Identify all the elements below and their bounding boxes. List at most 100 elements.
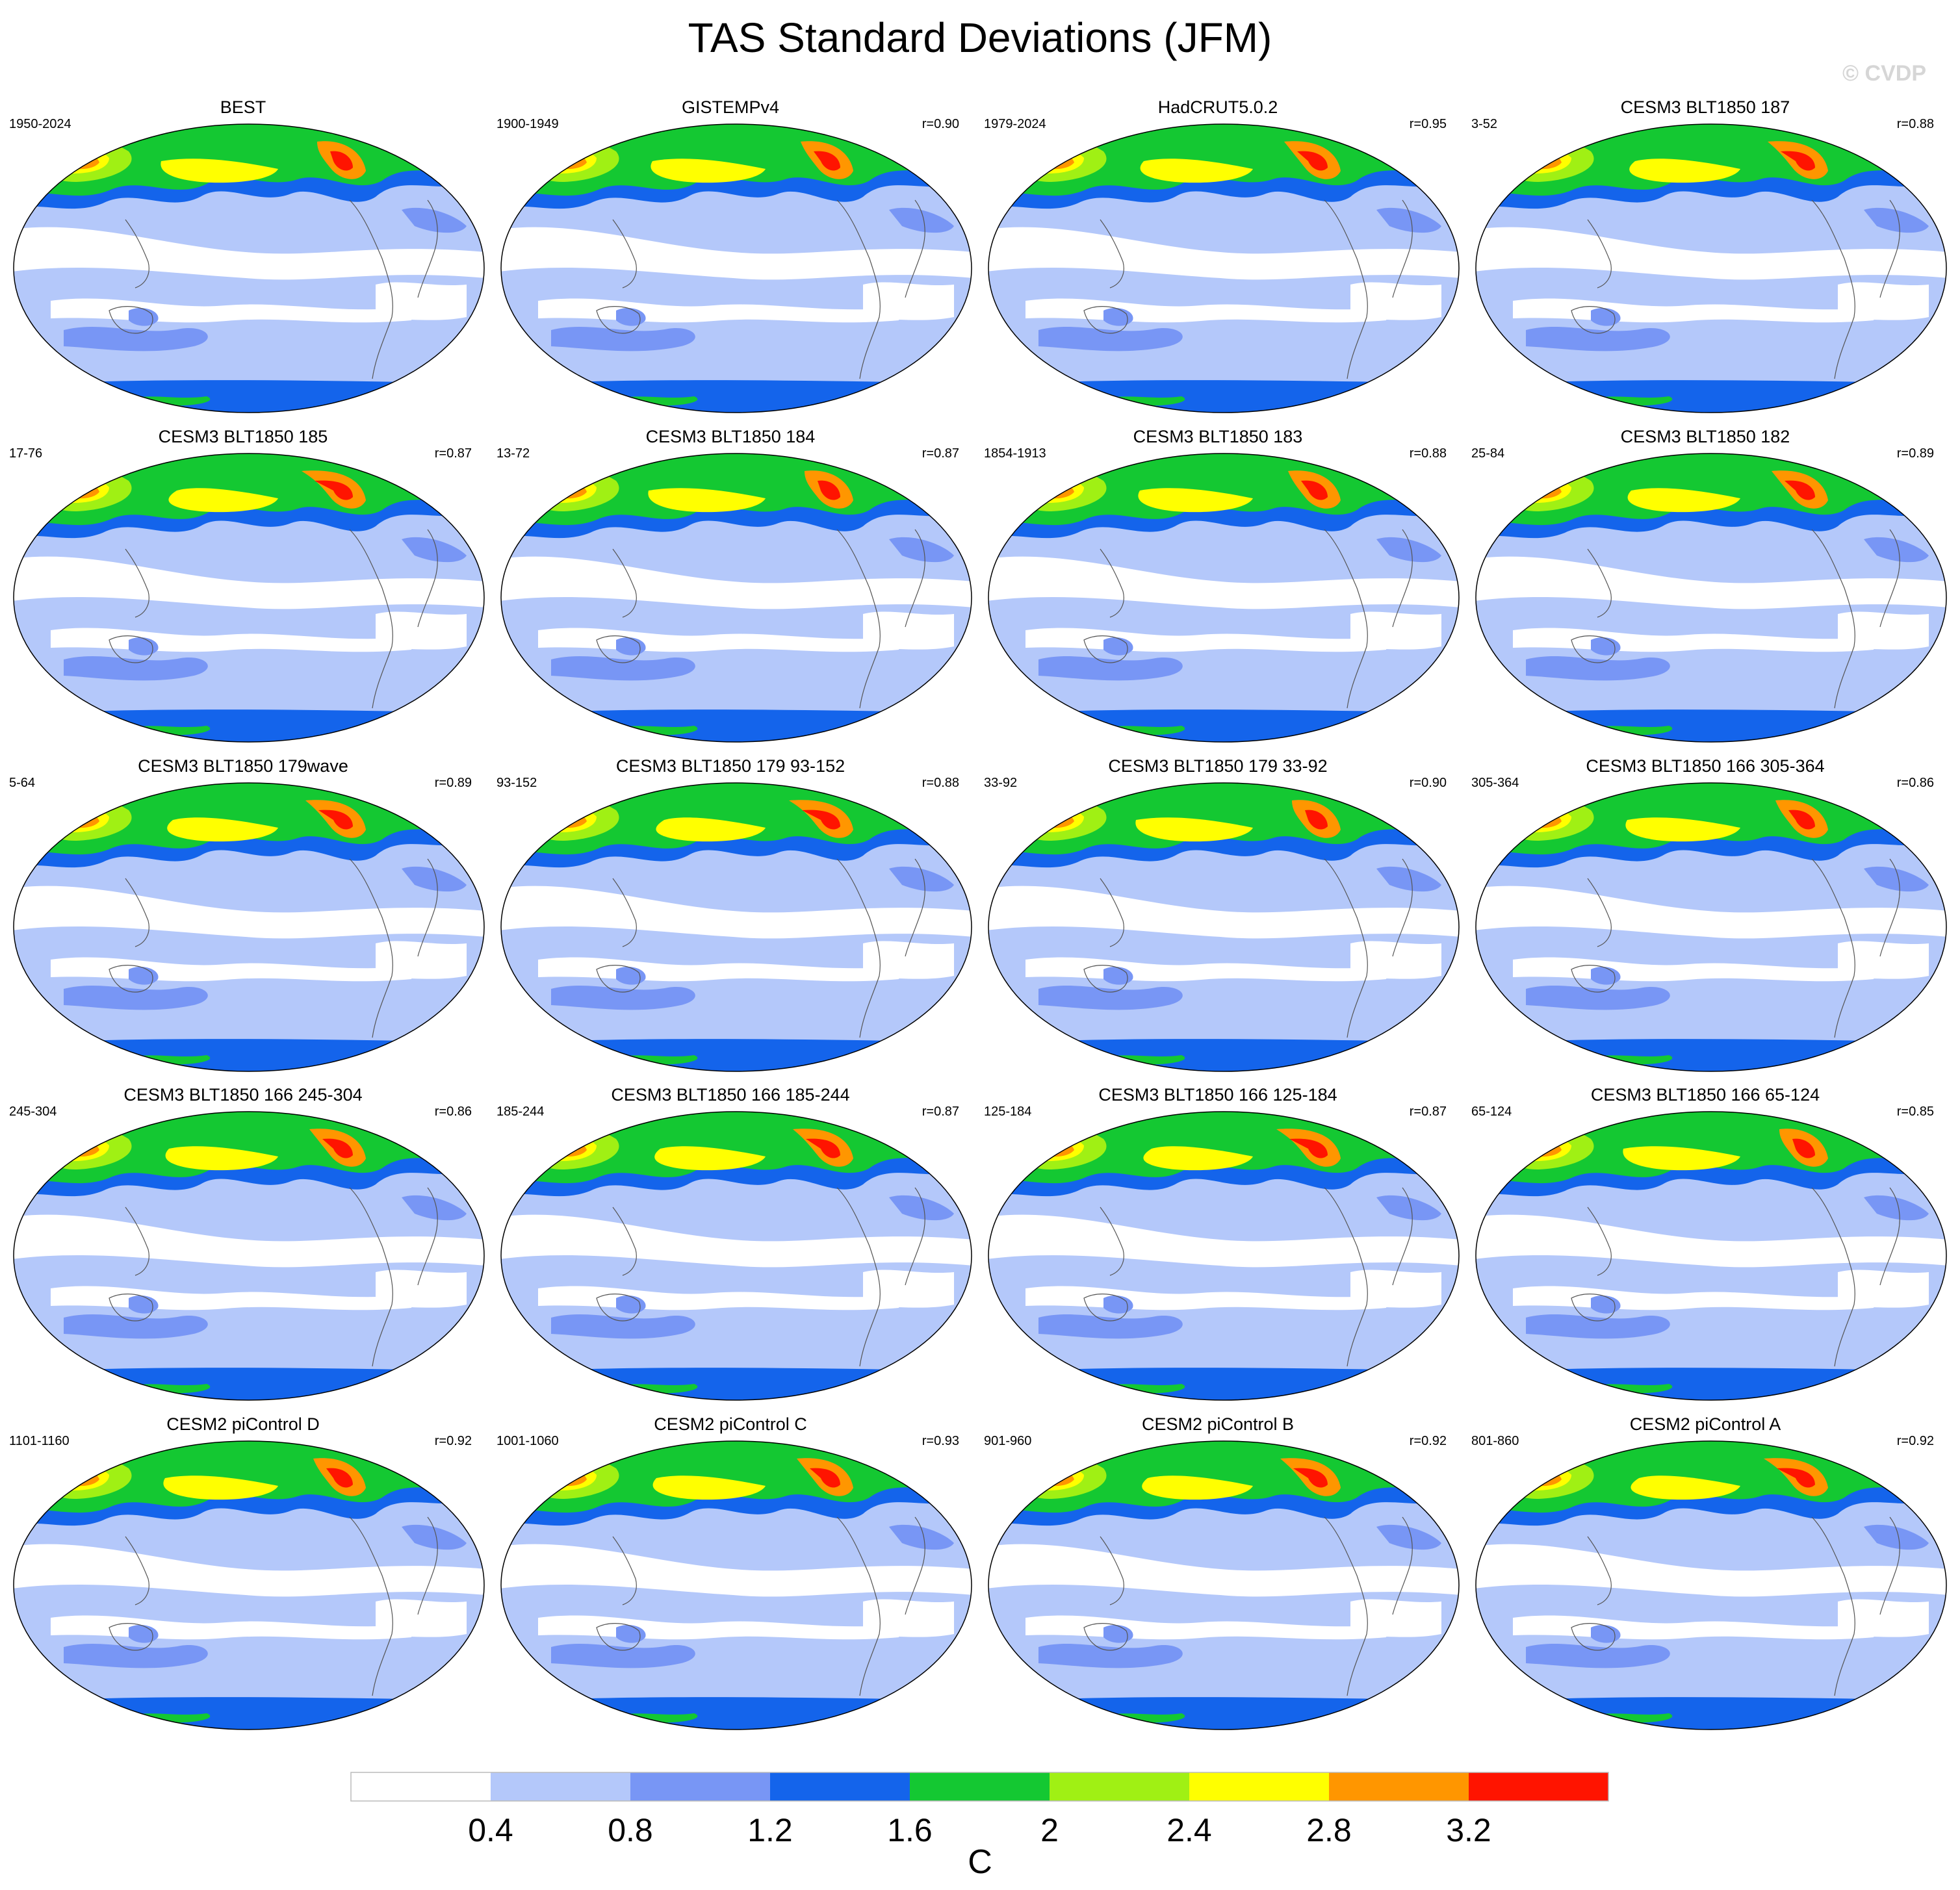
coastline-1 (612, 548, 637, 618)
field-patch-south-pacific (1526, 1314, 1670, 1339)
coastline-3 (905, 199, 925, 298)
colorbar-swatch (491, 1772, 630, 1801)
field-patch-south-pacific (1038, 1314, 1183, 1339)
field-nh-max-america (326, 1468, 353, 1488)
colorbar-swatch (1050, 1772, 1189, 1801)
field-band-antarctic (988, 1039, 1459, 1071)
coastline-2 (1083, 965, 1128, 993)
coastline-0 (1811, 1516, 1855, 1696)
map-plot (13, 1111, 485, 1401)
field-patch-north-atlantic (1864, 1195, 1929, 1221)
map-panel: CESM3 BLT1850 166 305-364 305-364 r=0.86 (1465, 755, 1947, 1072)
colorbar-tick-label: 1.2 (747, 1812, 793, 1848)
field-nh-3-2-asia (1514, 808, 1562, 828)
field-patch-north-atlantic (1864, 207, 1929, 233)
map-panel: CESM2 piControl D 1101-1160 r=0.92 (3, 1413, 485, 1730)
coastline-3 (417, 1516, 438, 1615)
field-nh-max-america (818, 480, 840, 500)
field-band-atlantic (1838, 611, 1929, 650)
coastline-0 (1811, 199, 1855, 379)
field-band-atlantic (1838, 1599, 1929, 1637)
coastline-3 (1879, 199, 1900, 298)
panel-title: GISTEMPv4 (681, 97, 780, 117)
field-nh-3-2-asia (50, 149, 99, 170)
field-nh-2-8-siberia (1627, 488, 1740, 513)
map-plot (988, 123, 1460, 413)
field-patch-south-pacific (64, 1644, 208, 1668)
coastline-2 (1083, 306, 1128, 334)
coastline-0 (1811, 1187, 1855, 1367)
field-nh-max-america (322, 1138, 353, 1158)
coastline-2 (1571, 1623, 1616, 1651)
field-patch-north-atlantic (402, 537, 467, 563)
panel-pattern-correlation: r=0.87 (434, 446, 472, 461)
panel-title: BEST (220, 97, 266, 117)
map-panel: CESM3 BLT1850 166 65-124 65-124 r=0.85 (1465, 1084, 1947, 1401)
map-field (1476, 1441, 1946, 1730)
field-nh-max-asia (1040, 483, 1062, 494)
coastline-3 (417, 1187, 438, 1286)
panel-years: 93-152 (496, 776, 537, 790)
field-patch-south-pacific (1526, 656, 1670, 681)
field-band-atlantic (863, 1270, 954, 1308)
coastline-1 (1587, 219, 1612, 288)
panel-years: 25-84 (1471, 446, 1505, 461)
coastline-0 (1324, 1516, 1368, 1696)
map-frame (500, 123, 972, 413)
panel-years: 1001-1060 (496, 1434, 559, 1448)
field-nh-2-8-siberia (656, 817, 766, 842)
panel-pattern-correlation: r=0.87 (922, 1105, 959, 1119)
coastline-2 (109, 306, 153, 334)
field-band-tropics-north (501, 1214, 972, 1268)
field-patch-australia (129, 966, 159, 985)
field-band-atlantic (863, 941, 954, 979)
coastline-3 (905, 529, 925, 628)
field-patch-south-pacific (551, 656, 695, 681)
field-nh-3-2-asia (53, 808, 99, 828)
field-band-antarctic (988, 1697, 1459, 1730)
field-nh-2-8-siberia (1142, 1475, 1253, 1500)
coastline-3 (905, 858, 925, 957)
map-frame (1475, 782, 1947, 1072)
field-patch-australia (616, 307, 646, 326)
field-nh-max-asia (552, 153, 574, 165)
map-plot (1475, 453, 1947, 743)
field-nh-max-america (1788, 810, 1815, 830)
panel-title: CESM3 BLT1850 187 (1620, 97, 1790, 117)
field-nh-max-asia (1040, 1470, 1062, 1482)
field-nh-2-8-siberia (1625, 817, 1740, 842)
field-nh-3-2-asia (541, 808, 587, 828)
map-frame (13, 1111, 485, 1401)
field-band-atlantic (1838, 1270, 1929, 1308)
map-frame (1475, 453, 1947, 743)
field-band-antarctic (1476, 1368, 1946, 1400)
coastline-2 (1083, 1623, 1128, 1651)
field-nh-max-asia (1040, 153, 1062, 165)
coastline-1 (1100, 1207, 1124, 1276)
panel-years: 17-76 (9, 446, 43, 461)
field-band-atlantic (863, 282, 954, 320)
map-frame (500, 1440, 972, 1730)
field-nh-2-8-siberia (167, 817, 278, 842)
field-nh-2-8-siberia (1143, 1146, 1253, 1171)
field-nh-max-america (330, 151, 353, 171)
field-nh-max-america (1301, 480, 1328, 500)
coastline-1 (612, 1207, 637, 1276)
field-nh-2-8-siberia (165, 1146, 278, 1171)
panel-years: 65-124 (1471, 1105, 1512, 1119)
watermark: © CVDP (1842, 61, 1926, 86)
field-nh-2-8-siberia (163, 1475, 278, 1500)
field-band-tropics-north (988, 1544, 1459, 1597)
field-patch-south-pacific (551, 1314, 695, 1339)
field-band-atlantic (1350, 1270, 1441, 1308)
map-panel: BEST 1950-2024 (3, 96, 485, 413)
field-nh-3-2-asia (537, 478, 587, 499)
field-nh-max-asia (65, 1141, 87, 1153)
field-band-atlantic (1350, 611, 1441, 650)
panel-title: CESM3 BLT1850 166 305-364 (1586, 756, 1825, 776)
map-frame (1475, 123, 1947, 413)
field-nh-3-2-asia (1512, 1136, 1562, 1157)
field-patch-south-pacific (551, 986, 695, 1010)
field-nh-max-america (1293, 1468, 1328, 1488)
colorbar-swatch (630, 1772, 770, 1801)
